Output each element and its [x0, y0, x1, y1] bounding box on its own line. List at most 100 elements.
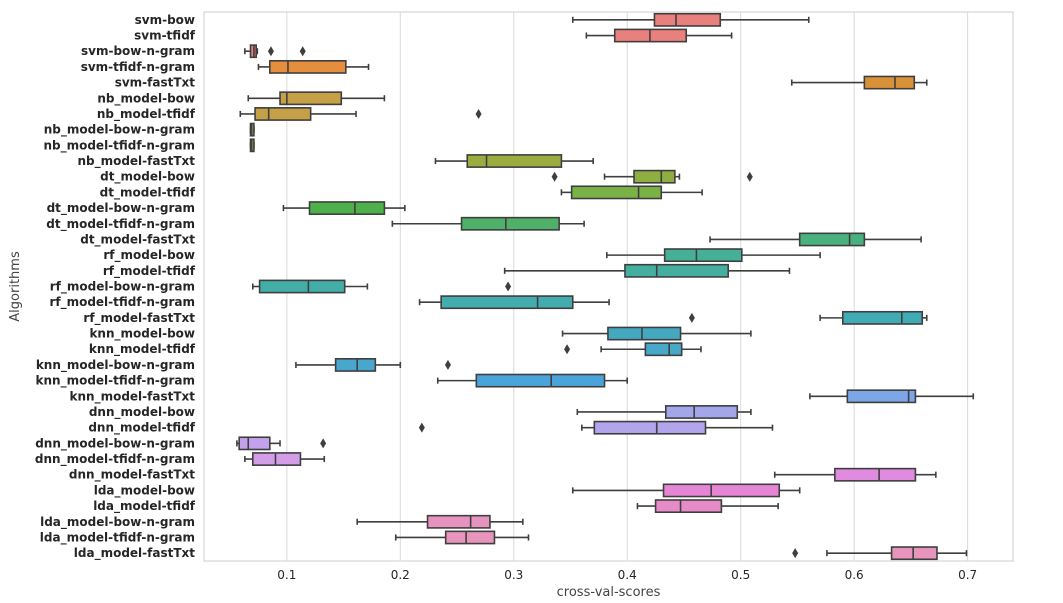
category-label: lda_model-tfidf [93, 499, 196, 514]
box-lda_model-tfidf-n-gram [394, 530, 530, 545]
iqr-box [663, 248, 743, 263]
category-label: svm-fastTxt [115, 76, 196, 90]
category-label: rf_model-bow-n-gram [50, 280, 195, 295]
iqr-box [863, 75, 916, 90]
outlier-point [267, 46, 274, 57]
iqr-box [440, 295, 574, 310]
box-svm-fastTxt [790, 75, 928, 90]
box-rf_model-tfidf-n-gram [418, 295, 610, 310]
outlier-point [320, 438, 327, 449]
box-knn_model-tfidf-n-gram [436, 373, 629, 388]
category-label: dt_model-bow [100, 170, 195, 185]
category-label: lda_model-bow-n-gram [40, 515, 195, 530]
category-label: dnn_model-fastTxt [69, 468, 195, 483]
outlier-point [475, 108, 482, 119]
iqr-box [607, 326, 682, 341]
category-label: rf_model-tfidf [103, 264, 196, 279]
iqr-box [846, 389, 917, 404]
outlier-point [688, 312, 695, 323]
box-dnn_model-tfidf [418, 420, 774, 435]
category-label: dt_model-fastTxt [80, 232, 195, 247]
iqr-box [664, 405, 739, 419]
iqr-box [238, 436, 271, 451]
iqr-box [644, 342, 683, 357]
iqr-box [633, 169, 676, 184]
box-dt_model-tfidf-n-gram [391, 216, 585, 231]
category-label: nb_model-fastTxt [77, 154, 195, 169]
box-dnn_model-fastTxt [773, 467, 937, 482]
category-label: rf_model-fastTxt [83, 311, 195, 326]
category-label: svm-bow [135, 13, 195, 27]
box-knn_model-bow-n-gram [295, 358, 451, 372]
box-lda_model-bow-n-gram [356, 514, 524, 529]
iqr-box [466, 154, 563, 168]
box-svm-tfidf [585, 28, 733, 43]
box-rf_model-bow-n-gram [251, 279, 512, 294]
box-nb_model-bow [247, 91, 386, 106]
iqr-box [444, 530, 496, 545]
x-tick-label: 0.5 [731, 568, 750, 582]
outlier-point [444, 359, 451, 370]
category-label: dt_model-tfidf [100, 185, 196, 200]
iqr-box [798, 232, 866, 247]
outlier-point [418, 422, 425, 433]
category-label: knn_model-fastTxt [70, 389, 196, 404]
category-label: dnn_model-tfidf [88, 421, 195, 436]
category-label: knn_model-tfidf-n-gram [36, 374, 195, 389]
category-label: dnn_model-bow [89, 405, 195, 420]
outlier-point [564, 344, 571, 355]
iqr-box [254, 107, 312, 121]
iqr-box [475, 373, 606, 388]
x-tick-label: 0.2 [391, 568, 410, 582]
box-knn_model-tfidf [564, 342, 702, 357]
outlier-point [551, 171, 558, 182]
category-label: nb_model-tfidf [97, 107, 196, 122]
box-dnn_model-bow-n-gram [236, 436, 327, 451]
iqr-box [279, 91, 343, 106]
category-label: dnn_model-tfidf-n-gram [35, 452, 195, 467]
iqr-box [842, 310, 924, 325]
box-dt_model-bow-n-gram [282, 201, 406, 215]
category-label: rf_model-tfidf-n-gram [49, 295, 195, 310]
category-label: svm-bow-n-gram [81, 44, 195, 58]
iqr-box [890, 546, 938, 561]
box-lda_model-fastTxt [792, 546, 968, 561]
box-rf_model-tfidf [503, 263, 791, 278]
category-label: svm-tfidf-n-gram [81, 60, 195, 74]
box-dt_model-bow [551, 169, 753, 184]
x-tick-label: 0.1 [277, 568, 296, 582]
iqr-box [593, 420, 707, 435]
iqr-box [334, 358, 377, 372]
box-series [236, 12, 975, 561]
category-label: knn_model-bow-n-gram [36, 358, 195, 373]
category-label: lda_model-fastTxt [74, 546, 195, 561]
category-label: nb_model-bow-n-gram [44, 123, 195, 138]
category-label: rf_model-bow [103, 248, 195, 263]
category-label: dnn_model-bow-n-gram [35, 436, 195, 451]
iqr-box [834, 467, 917, 482]
iqr-box [258, 279, 346, 294]
iqr-box [570, 185, 663, 200]
x-tick-label: 0.3 [504, 568, 523, 582]
x-tick-labels: 0.1 0.2 0.3 0.4 0.5 0.6 0.7 [277, 568, 977, 582]
box-lda_model-bow [571, 483, 801, 498]
category-label: dt_model-bow-n-gram [47, 201, 195, 216]
y-axis-title: Algorithms [8, 251, 23, 322]
category-label: lda_model-tfidf-n-gram [40, 530, 195, 545]
box-knn_model-bow [561, 326, 752, 341]
category-label: lda_model-bow [94, 483, 195, 498]
iqr-box [426, 514, 491, 529]
category-label: nb_model-tfidf-n-gram [43, 138, 195, 153]
box-nb_model-fastTxt [434, 154, 594, 168]
box-nb_model-tfidf-n-gram [249, 138, 255, 153]
outlier-point [746, 171, 753, 182]
box-svm-bow-n-gram [244, 44, 306, 59]
box-svm-bow [571, 12, 810, 27]
box-dnn_model-bow [576, 405, 752, 419]
box-dnn_model-tfidf-n-gram [244, 452, 326, 466]
iqr-box [662, 483, 781, 498]
outlier-point [505, 281, 512, 292]
box-knn_model-fastTxt [809, 389, 975, 404]
box-rf_model-fastTxt [688, 310, 928, 325]
iqr-box [251, 452, 302, 466]
